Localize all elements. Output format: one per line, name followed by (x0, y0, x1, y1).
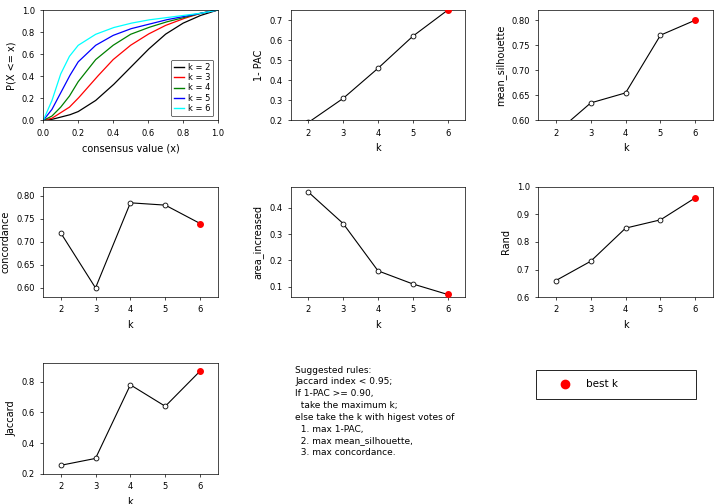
X-axis label: k: k (127, 320, 133, 330)
X-axis label: k: k (375, 143, 381, 153)
Text: best k: best k (586, 380, 618, 389)
Y-axis label: Rand: Rand (501, 229, 511, 255)
Y-axis label: P(X <= x): P(X <= x) (6, 41, 16, 90)
X-axis label: consensus value (x): consensus value (x) (81, 143, 179, 153)
Text: Suggested rules:
Jaccard index < 0.95;
If 1-PAC >= 0.90,
  take the maximum k;
e: Suggested rules: Jaccard index < 0.95; I… (295, 365, 454, 457)
X-axis label: k: k (623, 143, 629, 153)
Y-axis label: mean_silhouette: mean_silhouette (495, 25, 506, 106)
X-axis label: k: k (623, 320, 629, 330)
Y-axis label: 1- PAC: 1- PAC (253, 49, 264, 81)
Y-axis label: area_increased: area_increased (253, 205, 264, 279)
Y-axis label: concordance: concordance (1, 211, 11, 273)
Legend: k = 2, k = 3, k = 4, k = 5, k = 6: k = 2, k = 3, k = 4, k = 5, k = 6 (171, 59, 213, 116)
Y-axis label: Jaccard: Jaccard (6, 401, 16, 436)
X-axis label: k: k (375, 320, 381, 330)
X-axis label: k: k (127, 496, 133, 504)
